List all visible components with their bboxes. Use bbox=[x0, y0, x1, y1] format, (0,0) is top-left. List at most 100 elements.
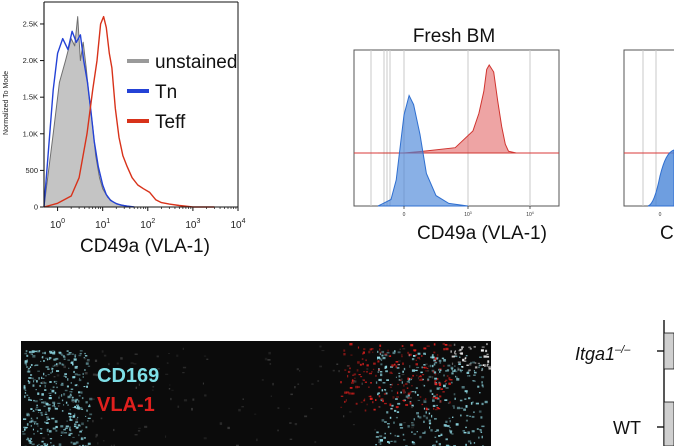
speckle bbox=[39, 385, 41, 387]
speckle bbox=[405, 395, 408, 398]
speckle bbox=[183, 399, 188, 402]
speckle bbox=[385, 392, 388, 395]
speckle bbox=[459, 399, 463, 402]
speckle bbox=[438, 381, 441, 384]
speckle bbox=[434, 380, 436, 384]
speckle bbox=[52, 365, 55, 367]
speckle bbox=[411, 404, 414, 407]
speckle bbox=[435, 440, 438, 443]
speckle bbox=[427, 369, 430, 372]
speckle bbox=[47, 407, 51, 410]
speckle bbox=[409, 397, 412, 399]
speckle bbox=[403, 439, 406, 441]
speckle bbox=[80, 391, 83, 394]
speckle bbox=[456, 378, 460, 381]
speckle bbox=[76, 406, 80, 408]
speckle bbox=[402, 391, 406, 394]
speckle bbox=[409, 402, 412, 405]
speckle bbox=[407, 377, 410, 380]
speckle bbox=[468, 369, 471, 372]
speckle bbox=[386, 352, 390, 354]
speckle bbox=[133, 405, 134, 407]
speckle bbox=[191, 407, 193, 411]
speckle bbox=[459, 356, 461, 358]
speckle bbox=[366, 364, 369, 367]
speckle bbox=[422, 378, 424, 381]
speckle bbox=[439, 368, 442, 370]
fresh-bm-series bbox=[354, 64, 559, 207]
speckle bbox=[73, 425, 77, 428]
bar-segment bbox=[663, 401, 674, 446]
speckle bbox=[404, 391, 406, 394]
speckle bbox=[390, 364, 394, 367]
speckle bbox=[51, 405, 55, 407]
speckle bbox=[203, 355, 207, 357]
speckle bbox=[457, 361, 461, 363]
speckle bbox=[395, 365, 398, 368]
speckle bbox=[423, 364, 426, 366]
speckle bbox=[379, 348, 381, 351]
speckle bbox=[381, 358, 383, 361]
speckle bbox=[418, 378, 421, 381]
speckle bbox=[288, 407, 290, 410]
speckle bbox=[94, 359, 98, 362]
speckle bbox=[472, 380, 475, 382]
speckle bbox=[392, 396, 395, 399]
speckle bbox=[110, 444, 113, 446]
speckle bbox=[428, 412, 431, 415]
speckle bbox=[433, 371, 437, 374]
speckle bbox=[415, 387, 418, 389]
speckle bbox=[481, 364, 483, 366]
speckle bbox=[384, 389, 386, 391]
speckle bbox=[446, 375, 449, 377]
speckle bbox=[345, 399, 347, 402]
speckle bbox=[25, 426, 28, 429]
speckle bbox=[63, 393, 66, 396]
speckle bbox=[425, 408, 428, 411]
speckle bbox=[34, 422, 36, 425]
speckle bbox=[431, 414, 433, 418]
speckle bbox=[423, 400, 427, 403]
speckle bbox=[103, 440, 105, 442]
speckle bbox=[56, 370, 60, 372]
speckle bbox=[436, 357, 438, 360]
speckle bbox=[409, 401, 412, 403]
speckle bbox=[454, 365, 456, 367]
speckle bbox=[452, 405, 455, 407]
speckle bbox=[436, 429, 439, 432]
speckle bbox=[65, 401, 68, 404]
legend-label-unstained: unstained bbox=[155, 52, 237, 73]
speckle bbox=[319, 365, 322, 368]
speckle bbox=[434, 409, 438, 411]
speckle bbox=[362, 353, 364, 355]
tick-base: 10 bbox=[526, 212, 532, 218]
speckle bbox=[270, 395, 272, 397]
speckle bbox=[37, 392, 40, 395]
speckle bbox=[74, 405, 76, 409]
y-ticks: 0 500 1.0K 1.5K 2.0K 2.5K bbox=[23, 19, 44, 212]
speckle bbox=[464, 398, 467, 400]
speckle bbox=[366, 367, 369, 371]
speckle bbox=[70, 391, 73, 393]
speckle bbox=[425, 416, 428, 420]
speckle bbox=[54, 391, 57, 395]
speckle bbox=[24, 427, 28, 430]
speckle bbox=[481, 425, 485, 428]
speckle bbox=[439, 395, 442, 398]
speckle bbox=[432, 370, 434, 373]
speckle bbox=[70, 388, 74, 390]
speckle bbox=[479, 429, 482, 431]
speckle bbox=[487, 360, 490, 363]
speckle bbox=[486, 343, 488, 346]
speckle bbox=[439, 361, 442, 364]
speckle bbox=[365, 359, 367, 362]
speckle bbox=[473, 411, 475, 413]
speckle bbox=[384, 353, 388, 355]
bar-segment bbox=[663, 332, 674, 370]
speckle bbox=[80, 430, 82, 432]
speckle bbox=[478, 364, 482, 367]
speckle bbox=[44, 413, 48, 415]
x-tick-label: 101 bbox=[95, 218, 110, 231]
speckle bbox=[466, 371, 470, 374]
